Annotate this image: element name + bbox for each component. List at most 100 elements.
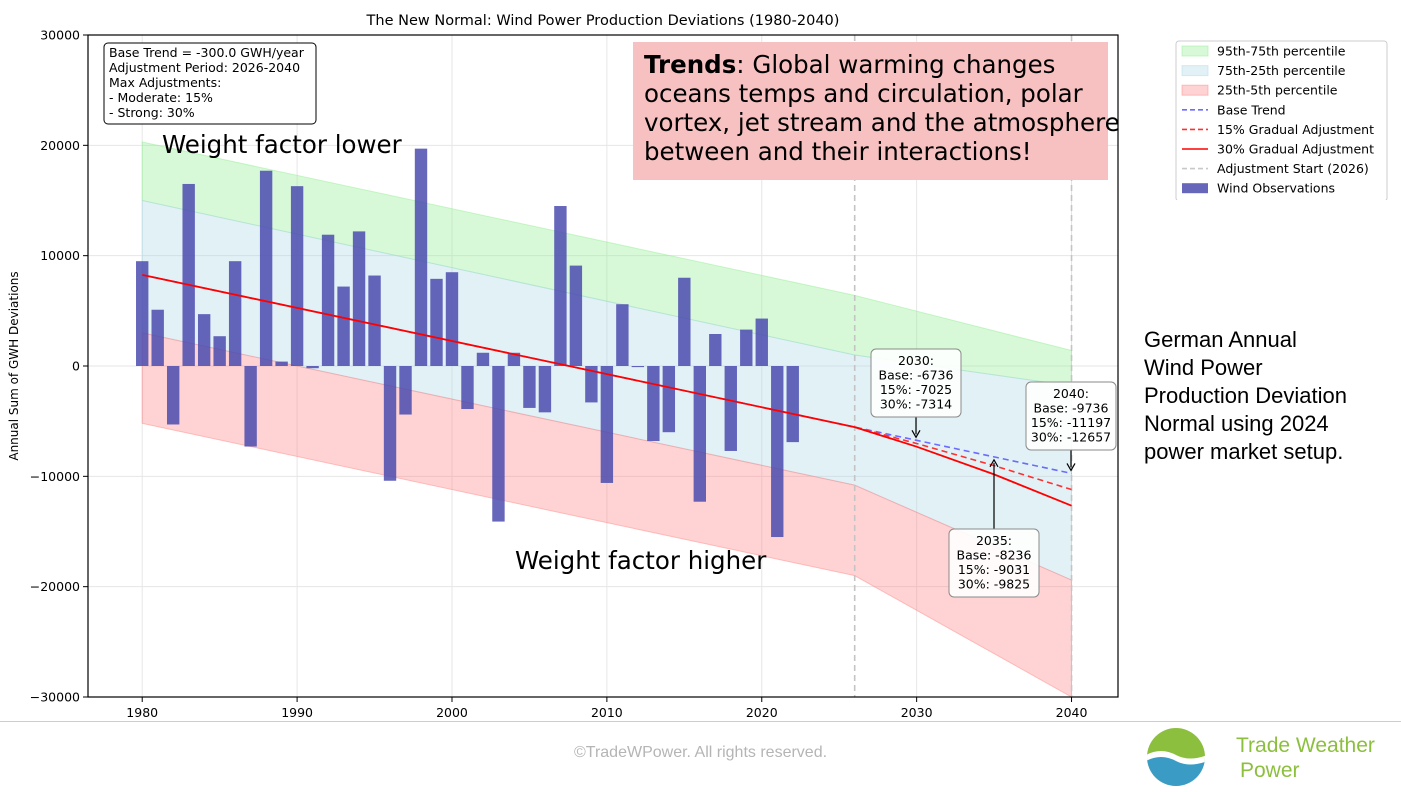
y-tick-label: −20000 — [30, 579, 80, 594]
trends-box-line: between and their interactions! — [644, 137, 1032, 166]
legend-label: 30% Gradual Adjustment — [1217, 142, 1374, 157]
trends-box — [633, 42, 1108, 180]
weight-label-upper: Weight factor lower — [162, 130, 403, 159]
y-tick-label: 30000 — [40, 28, 80, 43]
y-tick-label: −10000 — [30, 469, 80, 484]
wind-observation-bar — [492, 366, 505, 522]
annotation-line: Base: -8236 — [957, 548, 1032, 563]
chart-title: The New Normal: Wind Power Production De… — [366, 13, 840, 29]
brand-name-line: Trade Weather — [1236, 734, 1375, 757]
legend-label: Wind Observations — [1217, 181, 1335, 196]
wind-observation-bar — [554, 206, 567, 366]
wind-observation-bar — [771, 366, 784, 538]
wind-observation-bar — [523, 366, 536, 408]
wind-observation-bar — [616, 304, 629, 366]
wind-observation-bar — [213, 336, 226, 366]
trend-line — [854, 426, 1072, 491]
trends-box-line: oceans temps and circulation, polar — [644, 79, 1084, 108]
wind-observation-bar — [228, 261, 242, 366]
annotation-box — [948, 528, 1040, 598]
annotation-arrowhead — [911, 430, 921, 439]
side-note-line: Production Deviation — [1144, 383, 1348, 408]
info-box-line: Base Trend = -300.0 GWH/year — [109, 45, 305, 60]
legend-label: 25th-5th percentile — [1217, 83, 1338, 98]
info-box-line: - Strong: 30% — [109, 105, 195, 120]
wind-observation-bar — [631, 366, 645, 368]
brand-name: Trade Weather Power — [1236, 733, 1375, 783]
wind-observation-bar — [600, 366, 614, 483]
info-box — [103, 42, 317, 125]
side-note-line: power market setup. — [1144, 439, 1344, 464]
brand-globe-icon — [1147, 728, 1205, 786]
annotation-line: 2040: — [1053, 386, 1089, 401]
annotation-line: 15%: -9031 — [958, 562, 1030, 577]
wind-observation-bar — [569, 265, 583, 366]
wind-observation-bar — [383, 366, 397, 481]
wind-observation-bar — [693, 366, 706, 502]
legend-label: Base Trend — [1217, 102, 1286, 117]
annotation-line: 15%: -7025 — [880, 382, 952, 397]
wind-observation-bar — [724, 366, 737, 451]
wind-observation-bar — [136, 261, 149, 366]
x-tick-label: 2010 — [591, 705, 623, 720]
y-tick-label: 20000 — [40, 138, 80, 153]
wind-observation-bar — [445, 272, 459, 366]
legend-swatch — [1181, 65, 1209, 77]
annotation-line: Base: -9736 — [1034, 401, 1109, 416]
wind-observation-bar — [151, 309, 164, 366]
legend-swatch — [1181, 84, 1209, 96]
brand-name-line: Power — [1240, 759, 1300, 782]
wind-observation-bar — [476, 352, 490, 366]
trend-line — [142, 273, 1072, 507]
legend-swatch — [1182, 183, 1208, 194]
legend-frame — [1175, 40, 1388, 200]
wind-observation-bar — [662, 366, 676, 433]
annotation-arrowhead — [989, 458, 999, 468]
legend-label: 95th-75th percentile — [1217, 44, 1346, 59]
wind-observation-bar — [430, 278, 443, 366]
wind-observation-bar — [399, 366, 412, 415]
x-tick-label: 2040 — [1056, 705, 1088, 720]
wind-observation-bar — [290, 186, 304, 366]
wind-observation-bar — [321, 234, 335, 366]
trends-box-rest: : Global warming changes — [736, 50, 1055, 79]
brand-logo: Trade Weather Power — [1146, 725, 1396, 789]
wind-observation-bar — [647, 366, 660, 442]
annotation-line: 30%: -12657 — [1031, 430, 1111, 445]
x-tick-label: 2030 — [901, 705, 933, 720]
annotation-line: 30%: -7314 — [880, 397, 952, 412]
info-box-line: Adjustment Period: 2026-2040 — [109, 60, 300, 75]
wind-observation-bar — [414, 148, 428, 366]
annotation-box — [1025, 381, 1117, 451]
y-tick-label: 0 — [72, 359, 80, 374]
wind-observation-bar — [166, 366, 180, 425]
wind-observation-bar — [352, 231, 366, 366]
x-tick-label: 1990 — [281, 705, 313, 720]
side-note-line: Wind Power — [1144, 355, 1263, 380]
legend-label: Adjustment Start (2026) — [1217, 161, 1369, 176]
annotation-line: 2030: — [898, 353, 934, 368]
footer-divider — [0, 721, 1401, 722]
x-tick-label: 1980 — [126, 705, 158, 720]
x-tick-label: 2000 — [436, 705, 468, 720]
info-box-line: - Moderate: 15% — [109, 90, 213, 105]
wind-observation-bar — [461, 366, 474, 410]
annotation-arrowhead — [1066, 463, 1076, 472]
annotation-line: Base: -6736 — [879, 368, 954, 383]
trends-box-line: vortex, jet stream and the atmosphere — [644, 108, 1120, 137]
weight-label-lower: Weight factor higher — [515, 546, 767, 575]
y-axis-label: Annual Sum of GWH Deviations — [7, 271, 21, 460]
legend-label: 75th-25th percentile — [1217, 63, 1346, 78]
wind-observation-bar — [259, 170, 273, 366]
annotation-line: 15%: -11197 — [1031, 415, 1111, 430]
info-box-line: Max Adjustments: — [109, 75, 221, 90]
wind-observation-bar — [755, 318, 768, 366]
wind-observation-bar — [368, 275, 381, 366]
wind-deviation-chart: 1980 1990 2000 2010 2020 2030 2040 −30000 −20000… — [7, 13, 1120, 720]
annotation-line: 2035: — [976, 533, 1012, 548]
y-tick-label: −30000 — [30, 690, 80, 705]
chart-legend: 95th-75th percentile 75th-25th percentile… — [1175, 40, 1388, 200]
wind-observation-bar — [197, 314, 211, 366]
side-note-line: Normal using 2024 — [1144, 411, 1329, 436]
wind-observation-bar — [678, 277, 691, 366]
